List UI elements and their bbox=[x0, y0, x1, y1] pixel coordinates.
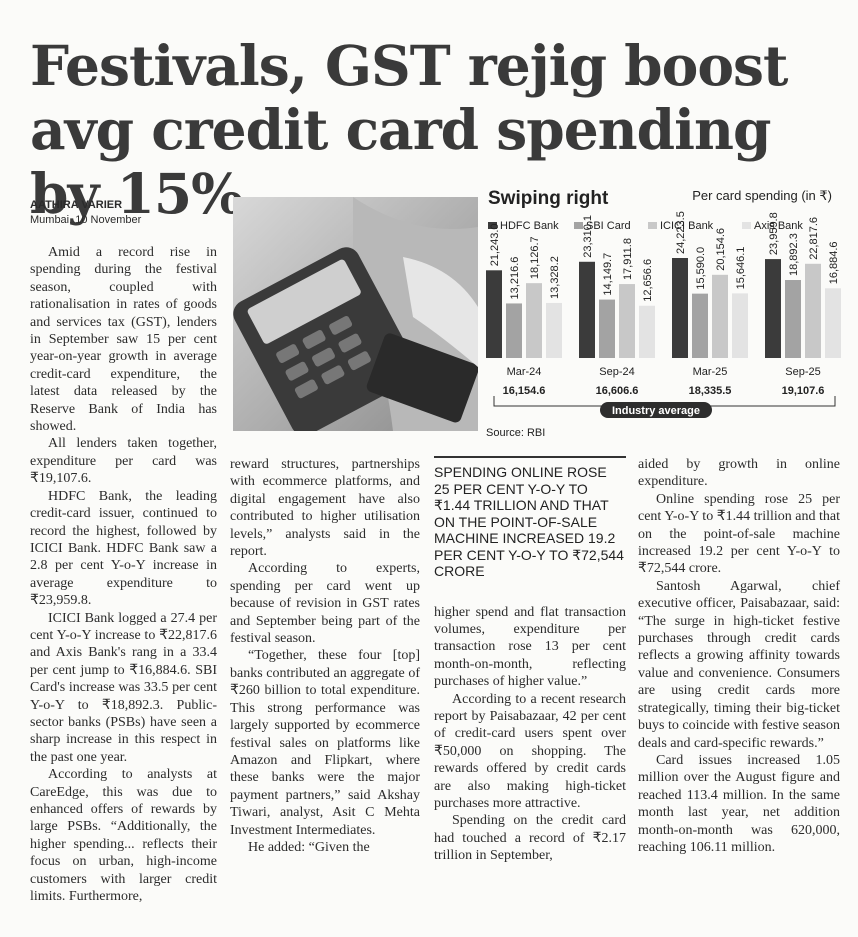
bar bbox=[805, 263, 821, 358]
legend-label: Axis Bank bbox=[754, 220, 803, 232]
chart: Swiping right Per card spending (in ₹) S… bbox=[486, 188, 841, 439]
legend-label: HDFC Bank bbox=[500, 220, 559, 232]
pull-quote: SPENDING ONLINE ROSE 25 PER CENT Y-O-Y T… bbox=[434, 456, 626, 580]
paragraph: According to analysts at CareEdge, this … bbox=[30, 767, 217, 905]
data-label: 23,310.1 bbox=[582, 215, 594, 258]
column: Amid a record rise in spending during th… bbox=[30, 244, 217, 905]
bar bbox=[692, 293, 708, 358]
data-label: 22,817.6 bbox=[808, 217, 820, 260]
x-tick-label: Sep-25 bbox=[785, 366, 820, 378]
paragraph: higher spend and flat transaction volume… bbox=[434, 604, 626, 690]
average-label: 19,107.6 bbox=[782, 385, 825, 397]
paragraph: aided by growth in online expenditure. bbox=[638, 457, 840, 490]
x-tick-label: Mar-24 bbox=[507, 366, 542, 378]
paragraph: Amid a record rise in spending during th… bbox=[30, 245, 217, 435]
paragraph: ICICI Bank logged a 27.4 per cent Y-o-Y … bbox=[30, 610, 217, 765]
average-label: 18,335.5 bbox=[689, 385, 732, 397]
author: AATHIRA VARIER bbox=[30, 199, 123, 211]
data-label: 18,126.7 bbox=[529, 236, 541, 279]
legend-swatch bbox=[574, 222, 583, 229]
data-label: 15,646.1 bbox=[735, 247, 747, 290]
bar bbox=[526, 283, 542, 358]
paragraph: Spending on the credit card had touched … bbox=[434, 813, 626, 864]
data-label: 14,149.7 bbox=[602, 253, 614, 296]
legend-swatch bbox=[488, 222, 497, 229]
bar bbox=[765, 259, 781, 358]
average-label: 16,154.6 bbox=[503, 385, 546, 397]
bar bbox=[506, 303, 522, 358]
legend-swatch bbox=[742, 222, 751, 229]
data-label: 15,590.0 bbox=[695, 247, 707, 290]
bar bbox=[825, 288, 841, 358]
paragraph: Card issues increased 1.05 million over … bbox=[638, 752, 840, 855]
bar bbox=[486, 270, 502, 358]
legend-label: SBI Card bbox=[586, 220, 631, 232]
byline: AATHIRA VARIER Mumbai, 10 November bbox=[30, 198, 141, 228]
data-label: 16,884.6 bbox=[828, 241, 840, 284]
paragraph: According to a recent research report by… bbox=[434, 691, 626, 811]
chart-subtitle: Per card spending (in ₹) bbox=[692, 188, 832, 203]
column: reward structures, partnerships with eco… bbox=[230, 456, 420, 856]
data-label: 12,656.6 bbox=[642, 259, 654, 302]
data-label: 18,892.3 bbox=[788, 233, 800, 276]
paragraph: According to experts, spending per card … bbox=[230, 561, 420, 647]
column: aided by growth in online expenditure. On… bbox=[638, 456, 840, 856]
photo bbox=[233, 197, 478, 431]
x-tick-label: Mar-25 bbox=[693, 366, 728, 378]
bar bbox=[712, 274, 728, 358]
headline: Festivals, GST rejig boost avg credit ca… bbox=[30, 33, 788, 226]
paragraph: reward structures, partnerships with eco… bbox=[230, 457, 420, 560]
paragraph: HDFC Bank, the leading credit-card issue… bbox=[30, 488, 217, 609]
bar bbox=[579, 261, 595, 358]
average-label: 16,606.6 bbox=[596, 385, 639, 397]
average-title: Industry average bbox=[612, 405, 700, 417]
data-label: 20,154.6 bbox=[715, 228, 727, 271]
average-badge bbox=[600, 402, 712, 418]
data-label: 13,328.2 bbox=[549, 256, 561, 299]
data-label: 23,959.8 bbox=[768, 212, 780, 255]
bar bbox=[599, 299, 615, 358]
legend-swatch bbox=[648, 222, 657, 229]
bar bbox=[619, 284, 635, 358]
data-label: 21,243.0 bbox=[489, 223, 501, 266]
paragraph: He added: “Given the bbox=[248, 839, 370, 855]
source: Source: RBI bbox=[486, 427, 545, 439]
column: SPENDING ONLINE ROSE 25 PER CENT Y-O-Y T… bbox=[434, 456, 626, 865]
data-label: 17,911.8 bbox=[622, 238, 634, 280]
bar bbox=[639, 305, 655, 358]
dateline: Mumbai, 10 November bbox=[30, 214, 142, 226]
paragraph: “Together, these four [top] banks contri… bbox=[230, 648, 420, 838]
paragraph: All lenders taken together, expenditure … bbox=[30, 436, 217, 487]
legend-label: ICICI Bank bbox=[660, 220, 714, 232]
bar bbox=[732, 293, 748, 358]
chart-title: Swiping right bbox=[488, 188, 609, 209]
bar bbox=[785, 280, 801, 358]
paragraph: Online spending rose 25 per cent Y-o-Y t… bbox=[638, 491, 840, 577]
bar bbox=[672, 258, 688, 358]
paragraph: Santosh Agarwal, chief executive officer… bbox=[638, 578, 840, 751]
x-tick-label: Sep-24 bbox=[599, 366, 634, 378]
bar bbox=[546, 302, 562, 358]
data-label: 13,216.6 bbox=[509, 257, 521, 300]
data-label: 24,223.5 bbox=[675, 211, 687, 254]
